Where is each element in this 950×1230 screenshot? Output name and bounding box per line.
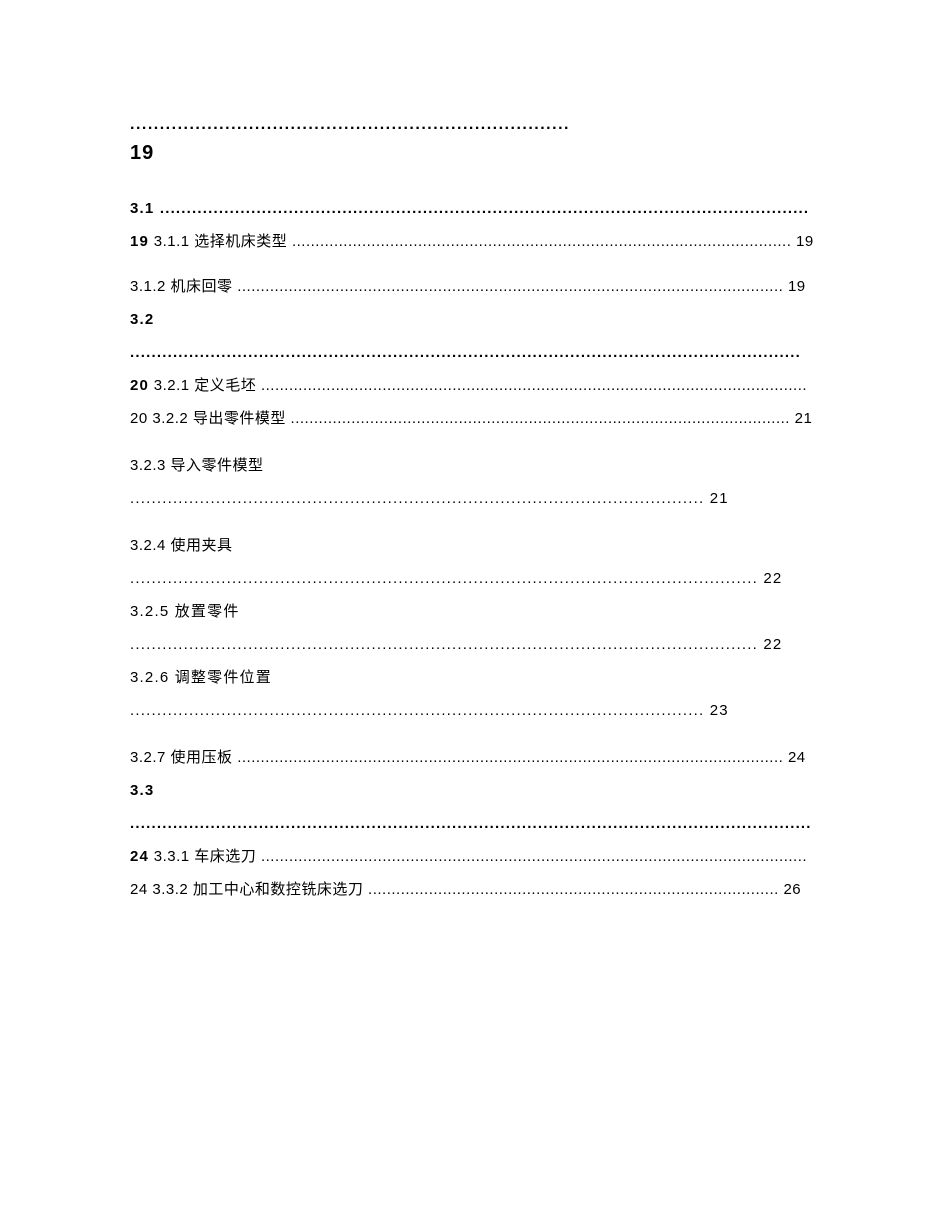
header-page-number: 19 (130, 138, 820, 168)
toc-3-1-2: 3.1.2 机床回零 .............................… (130, 278, 810, 295)
toc-3-2-4-title: 3.2.4 使用夹具 (130, 537, 237, 554)
toc-block-3-2-7-to-3-3-2: 3.2.7 使用压板 .............................… (130, 741, 820, 906)
toc-3-2-4-to-6-leader: ........................................… (130, 570, 788, 719)
toc-block-3-2-4-to-3-2-6: 3.2.4 使用夹具 .............................… (130, 529, 820, 727)
toc-container: ........................................… (130, 115, 820, 906)
toc-3-2-7: 3.2.7 使用压板 .............................… (130, 749, 810, 766)
toc-block-3-1-2-to-3-2-2: 3.1.2 机床回零 .............................… (130, 270, 820, 435)
header-leader-dots: ........................................… (130, 115, 820, 136)
toc-3-1-1: 3.1.1 选择机床类型 ...........................… (149, 233, 814, 250)
section-3-1-number: 3.1 (130, 200, 160, 217)
toc-3-2-3-title: 3.2.3 导入零件模型 (130, 457, 268, 474)
toc-3-2-1-and-3-2-2: 3.2.1 定义毛坯 .............................… (130, 377, 812, 427)
toc-block-3-1: 3.1 ....................................… (130, 192, 820, 258)
toc-block-3-2-3: 3.2.3 导入零件模型 ...........................… (130, 449, 820, 515)
toc-3-2-3-leader: ........................................… (130, 490, 729, 507)
toc-3-3-1-and-3-3-2: 3.3.1 车床选刀 .............................… (130, 848, 812, 898)
